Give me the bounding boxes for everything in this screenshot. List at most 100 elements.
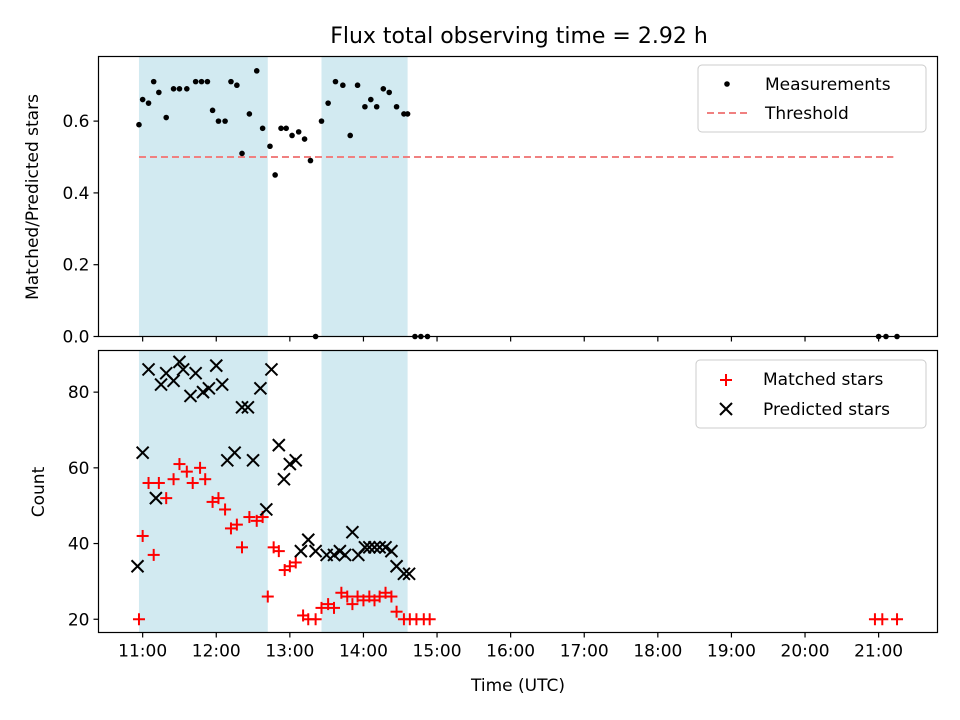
legend-matched-marker bbox=[720, 374, 732, 386]
measurement-point bbox=[295, 129, 302, 135]
top-panel: 0.0 0.2 0.4 0.6 Matched/Predicted stars Mea… bbox=[23, 55, 939, 348]
legend-threshold-label: Threshold bbox=[764, 104, 849, 124]
measurement-point bbox=[228, 78, 234, 85]
matched-star-point bbox=[180, 465, 193, 478]
matched-star-point bbox=[309, 613, 322, 626]
matched-star-point bbox=[876, 613, 889, 626]
x-tick-label: 12:00 bbox=[192, 642, 241, 662]
matched-star-point bbox=[199, 473, 212, 486]
measurement-point bbox=[272, 172, 278, 178]
predicted-star-point bbox=[308, 544, 323, 558]
top-y-tick-label: 0.4 bbox=[62, 184, 89, 204]
measurement-point bbox=[393, 103, 400, 110]
predicted-star-point bbox=[209, 358, 223, 373]
matched-star-point bbox=[194, 461, 207, 474]
predicted-star-point bbox=[367, 540, 382, 555]
matched-star-point bbox=[186, 476, 199, 489]
predicted-star-point bbox=[253, 381, 268, 396]
measurement-point bbox=[362, 103, 368, 110]
matched-star-point bbox=[341, 590, 354, 603]
measurement-point bbox=[373, 103, 380, 110]
measurement-point bbox=[156, 89, 162, 96]
matched-star-point bbox=[261, 590, 274, 603]
measurement-point bbox=[301, 136, 308, 142]
top-shaded-interval-1 bbox=[321, 56, 408, 337]
predicted-star-point bbox=[176, 362, 190, 377]
predicted-star-point bbox=[272, 438, 286, 452]
measurement-point bbox=[209, 107, 216, 114]
matched-star-point bbox=[167, 473, 180, 486]
predicted-star-point bbox=[188, 366, 203, 380]
matched-star-point bbox=[236, 541, 249, 554]
top-shaded-intervals bbox=[138, 56, 408, 337]
measurement-point bbox=[170, 86, 177, 92]
measurement-point bbox=[222, 118, 228, 124]
predicted-star-point bbox=[166, 374, 181, 388]
predicted-star-point bbox=[358, 540, 372, 555]
measurement-point bbox=[234, 82, 240, 89]
measurement-point bbox=[283, 125, 289, 132]
legend-predicted-marker bbox=[719, 402, 733, 416]
predicted-star-point bbox=[246, 453, 260, 467]
legend-predicted-label: Predicted stars bbox=[763, 400, 890, 420]
x-tick-label: 11:00 bbox=[118, 642, 167, 662]
predicted-star-point bbox=[172, 355, 187, 369]
matched-star-point bbox=[243, 511, 256, 524]
matched-star-point bbox=[136, 529, 149, 542]
predicted-star-point bbox=[149, 491, 163, 505]
top-y-axis-label: Matched/Predicted stars bbox=[23, 94, 43, 300]
predicted-star-point bbox=[130, 559, 145, 573]
x-axis-label: Time (UTC) bbox=[470, 676, 565, 696]
measurement-point bbox=[332, 78, 339, 85]
predicted-star-point bbox=[183, 389, 198, 403]
top-shaded-interval-0 bbox=[138, 56, 268, 337]
x-tick-label: 19:00 bbox=[707, 642, 756, 662]
predicted-star-point bbox=[235, 400, 249, 414]
bottom-axes-frame bbox=[97, 349, 939, 634]
matched-star-point bbox=[132, 613, 145, 626]
predicted-star-point bbox=[215, 377, 229, 392]
predicted-star-point bbox=[378, 540, 393, 555]
predicted-star-point bbox=[264, 362, 279, 377]
measurement-point bbox=[136, 121, 142, 128]
measurement-point bbox=[176, 86, 183, 92]
top-y-ticks: 0.0 0.2 0.4 0.6 bbox=[62, 112, 99, 348]
predicted-star-point bbox=[259, 502, 274, 517]
bottom-y-tick-label: 40 bbox=[68, 535, 90, 555]
predicted-star-point bbox=[135, 445, 150, 460]
measurement-point bbox=[307, 157, 314, 164]
measurement-point bbox=[145, 100, 152, 106]
matched-star-point bbox=[152, 476, 165, 489]
measurement-point bbox=[259, 125, 266, 132]
measurement-point bbox=[325, 100, 331, 106]
measurement-point bbox=[215, 118, 222, 124]
chart-title: Flux total observing time = 2.92 h bbox=[330, 24, 708, 49]
measurement-point bbox=[368, 96, 374, 103]
top-axes-frame bbox=[97, 55, 939, 338]
predicted-star-point bbox=[277, 472, 291, 486]
matched-star-point bbox=[173, 458, 186, 471]
top-legend-box bbox=[697, 64, 927, 133]
matched-star-point bbox=[212, 492, 225, 505]
predicted-star-point bbox=[241, 400, 255, 414]
measurement-point bbox=[204, 78, 211, 85]
predicted-star-point bbox=[294, 544, 308, 558]
predicted-star-point bbox=[384, 544, 399, 558]
bottom-y-tick-label: 80 bbox=[68, 383, 90, 403]
predicted-star-point bbox=[196, 385, 210, 399]
measurement-point bbox=[318, 118, 325, 124]
measurement-point bbox=[198, 78, 205, 85]
matched-star-point bbox=[289, 556, 302, 569]
measurement-point bbox=[404, 111, 411, 117]
measurement-point bbox=[386, 89, 393, 96]
x-tick-label: 15:00 bbox=[413, 642, 462, 662]
measurement-point bbox=[380, 86, 387, 92]
predicted-star-point bbox=[227, 445, 242, 460]
top-y-tick-label: 0.0 bbox=[62, 328, 89, 348]
predicted-star-point bbox=[301, 533, 315, 547]
bottom-shaded-interval-1 bbox=[321, 350, 408, 633]
x-tick-label: 13:00 bbox=[265, 642, 314, 662]
measurement-point bbox=[267, 143, 273, 150]
x-tick-label: 14:00 bbox=[339, 642, 388, 662]
